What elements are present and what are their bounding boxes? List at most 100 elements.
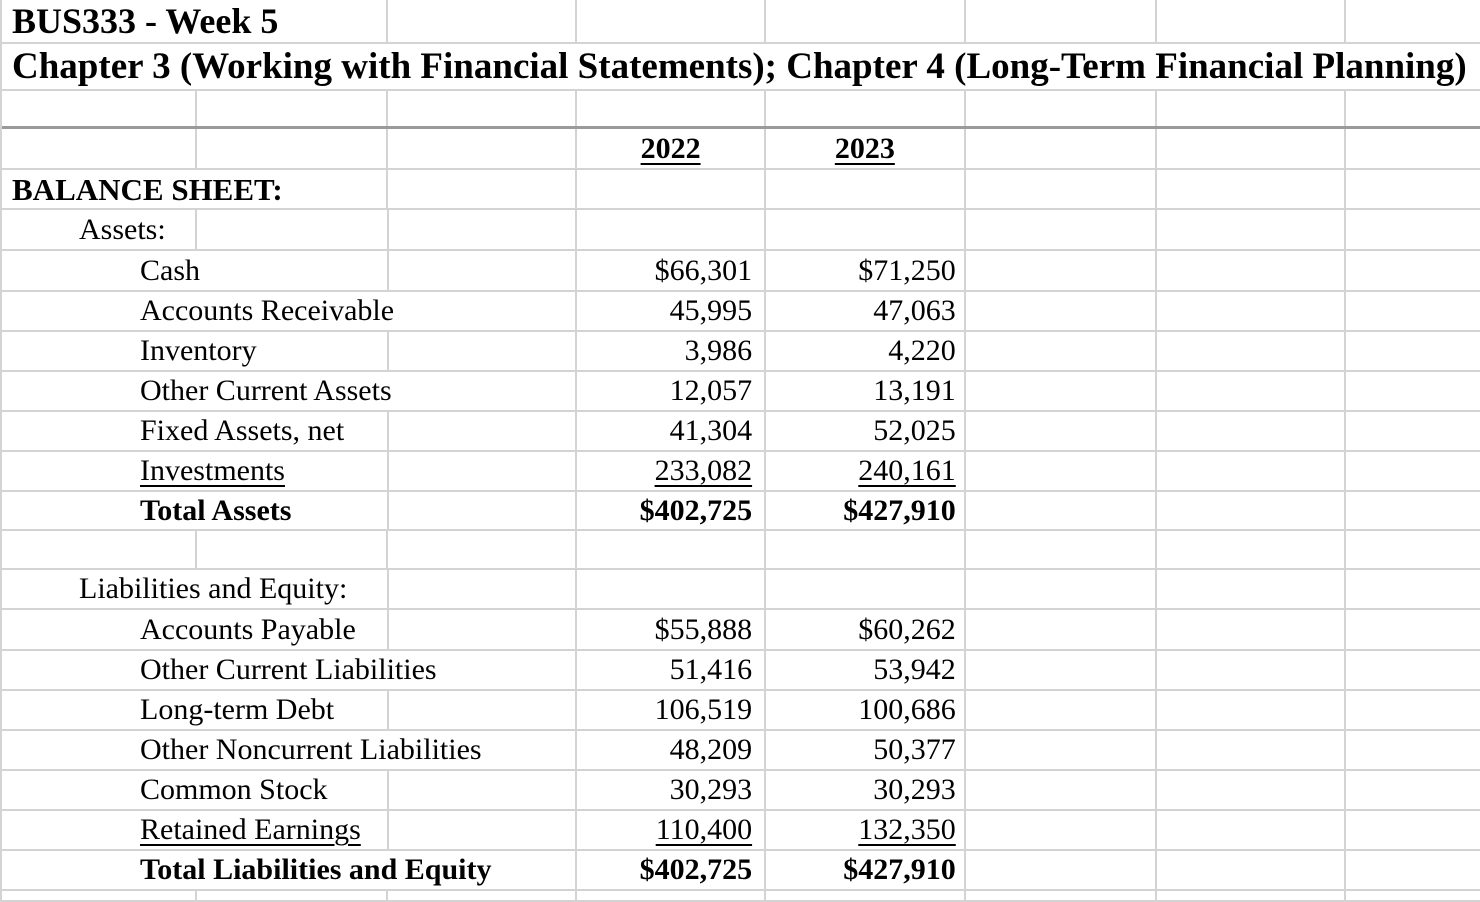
empty-cell[interactable]	[1346, 170, 1480, 208]
empty-cell[interactable]	[197, 210, 389, 249]
cell-course-title[interactable]: BUS333 - Week 5	[2, 0, 389, 42]
empty-cell[interactable]	[1157, 731, 1347, 769]
empty-cell[interactable]	[966, 412, 1158, 450]
cell-other-current-assets-2022[interactable]: 12,057	[577, 372, 767, 410]
empty-cell[interactable]	[577, 0, 766, 42]
cell-long-term-debt-2022[interactable]: 106,519	[577, 691, 767, 729]
empty-cell[interactable]	[966, 452, 1158, 490]
empty-cell[interactable]	[2, 91, 197, 126]
empty-cell[interactable]	[577, 170, 766, 208]
cell-accounts-payable-2023[interactable]: $60,262	[766, 610, 966, 649]
empty-cell[interactable]	[1157, 691, 1347, 729]
empty-cell[interactable]	[1346, 691, 1480, 729]
empty-cell[interactable]	[1346, 771, 1480, 809]
empty-cell[interactable]	[577, 531, 766, 568]
cell-cash-2022[interactable]: $66,301	[577, 251, 767, 290]
empty-cell[interactable]	[1157, 170, 1347, 208]
cell-total-assets-label[interactable]: Total Assets	[2, 492, 389, 529]
empty-cell[interactable]	[1157, 251, 1347, 290]
empty-cell[interactable]	[1346, 452, 1480, 490]
empty-cell[interactable]	[1157, 891, 1347, 900]
empty-cell[interactable]	[1346, 372, 1480, 410]
empty-cell[interactable]	[197, 891, 389, 900]
empty-cell[interactable]	[1346, 891, 1480, 900]
empty-cell[interactable]	[1157, 91, 1347, 126]
empty-cell[interactable]	[1157, 210, 1347, 249]
empty-cell[interactable]	[388, 91, 578, 126]
empty-cell[interactable]	[966, 210, 1158, 249]
empty-cell[interactable]	[1157, 452, 1347, 490]
empty-cell[interactable]	[766, 891, 966, 900]
empty-cell[interactable]	[197, 129, 389, 168]
empty-cell[interactable]	[1157, 531, 1347, 568]
empty-cell[interactable]	[388, 129, 578, 168]
empty-cell[interactable]	[389, 492, 578, 529]
empty-cell[interactable]	[197, 531, 389, 568]
empty-cell[interactable]	[966, 651, 1158, 689]
empty-cell[interactable]	[966, 610, 1158, 649]
empty-cell[interactable]	[966, 91, 1158, 126]
empty-cell[interactable]	[1346, 492, 1480, 529]
empty-cell[interactable]	[1346, 851, 1480, 889]
empty-cell[interactable]	[1346, 651, 1480, 689]
cell-total-liabilities-equity-label[interactable]: Total Liabilities and Equity	[2, 851, 578, 889]
cell-accounts-receivable-2022[interactable]: 45,995	[577, 292, 767, 330]
empty-cell[interactable]	[966, 771, 1158, 809]
empty-cell[interactable]	[766, 531, 966, 568]
empty-cell[interactable]	[197, 91, 389, 126]
cell-inventory-label[interactable]: Inventory	[2, 332, 389, 370]
cell-long-term-debt-2023[interactable]: 100,686	[766, 691, 966, 729]
empty-cell[interactable]	[1157, 651, 1347, 689]
empty-cell[interactable]	[1346, 251, 1480, 290]
cell-balance-sheet-heading[interactable]: BALANCE SHEET:	[2, 170, 389, 208]
empty-cell[interactable]	[389, 332, 578, 370]
empty-cell[interactable]	[966, 332, 1158, 370]
cell-accounts-payable-label[interactable]: Accounts Payable	[2, 610, 389, 649]
cell-assets-section-label[interactable]: Assets:	[2, 210, 197, 249]
empty-cell[interactable]	[1157, 771, 1347, 809]
empty-cell[interactable]	[966, 492, 1158, 529]
empty-cell[interactable]	[766, 570, 966, 608]
empty-cell[interactable]	[1346, 731, 1480, 769]
cell-common-stock-label[interactable]: Common Stock	[2, 771, 389, 809]
empty-cell[interactable]	[1157, 129, 1347, 168]
empty-cell[interactable]	[389, 210, 578, 249]
cell-liabilities-equity-section-label[interactable]: Liabilities and Equity:	[2, 570, 389, 608]
empty-cell[interactable]	[1157, 372, 1347, 410]
empty-cell[interactable]	[1157, 610, 1347, 649]
empty-cell[interactable]	[966, 0, 1158, 42]
empty-cell[interactable]	[388, 170, 578, 208]
cell-year-2023[interactable]: 2023	[766, 129, 966, 168]
cell-total-liabilities-equity-2022[interactable]: $402,725	[577, 851, 767, 889]
cell-fixed-assets-net-label[interactable]: Fixed Assets, net	[2, 412, 389, 450]
empty-cell[interactable]	[388, 0, 578, 42]
cell-other-noncurrent-liabilities-label[interactable]: Other Noncurrent Liabilities	[2, 731, 578, 769]
cell-common-stock-2022[interactable]: 30,293	[577, 771, 767, 809]
empty-cell[interactable]	[766, 0, 966, 42]
cell-other-noncurrent-liabilities-2023[interactable]: 50,377	[766, 731, 966, 769]
empty-cell[interactable]	[966, 811, 1158, 849]
cell-accounts-payable-2022[interactable]: $55,888	[577, 610, 767, 649]
cell-other-current-liabilities-2022[interactable]: 51,416	[577, 651, 767, 689]
empty-cell[interactable]	[577, 570, 767, 608]
empty-cell[interactable]	[388, 531, 578, 568]
empty-cell[interactable]	[2, 891, 197, 900]
cell-other-current-liabilities-2023[interactable]: 53,942	[766, 651, 966, 689]
cell-total-liabilities-equity-2023[interactable]: $427,910	[766, 851, 966, 889]
empty-cell[interactable]	[1157, 292, 1347, 330]
empty-cell[interactable]	[1157, 851, 1347, 889]
cell-other-current-liabilities-label[interactable]: Other Current Liabilities	[2, 651, 578, 689]
empty-cell[interactable]	[389, 251, 578, 290]
empty-cell[interactable]	[577, 91, 766, 126]
cell-retained-earnings-2023[interactable]: 132,350	[766, 811, 966, 849]
empty-cell[interactable]	[966, 570, 1158, 608]
cell-fixed-assets-net-2022[interactable]: 41,304	[577, 412, 767, 450]
empty-cell[interactable]	[966, 129, 1158, 168]
empty-cell[interactable]	[966, 372, 1158, 410]
empty-cell[interactable]	[389, 610, 578, 649]
cell-investments-label[interactable]: Investments	[2, 452, 389, 490]
cell-investments-2022[interactable]: 233,082	[577, 452, 767, 490]
empty-cell[interactable]	[1346, 811, 1480, 849]
cell-investments-2023[interactable]: 240,161	[766, 452, 966, 490]
empty-cell[interactable]	[766, 210, 966, 249]
